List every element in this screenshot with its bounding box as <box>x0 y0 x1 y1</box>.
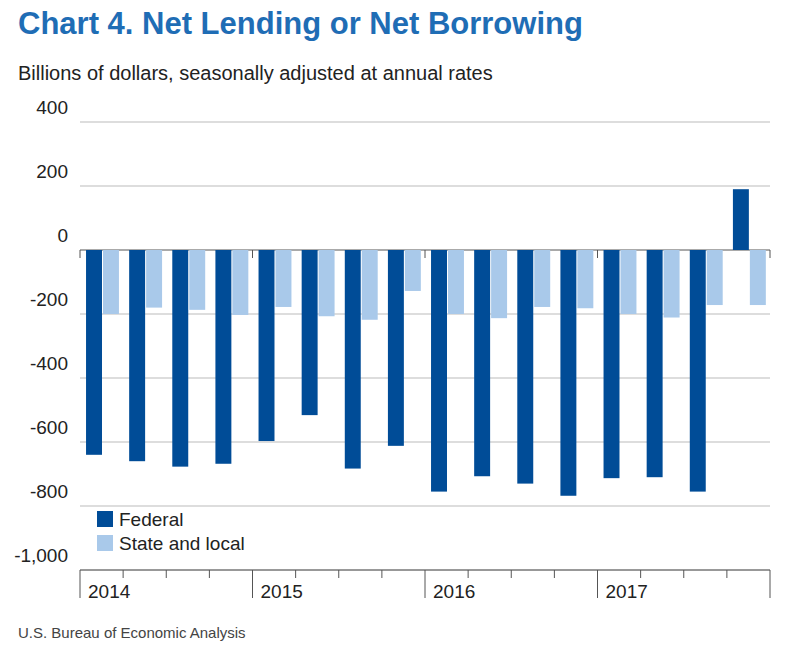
bar <box>448 250 464 314</box>
bar <box>86 250 102 455</box>
bar <box>129 250 145 461</box>
y-tick-label: 200 <box>36 161 68 182</box>
x-tick <box>252 570 253 598</box>
y-tick-label: -400 <box>30 353 68 374</box>
bar <box>259 250 275 441</box>
zero-tick <box>252 250 253 258</box>
zero-tick <box>770 250 771 258</box>
bar <box>189 250 205 310</box>
zero-tick <box>597 250 598 258</box>
bar <box>232 250 248 315</box>
x-tick <box>166 570 167 578</box>
y-tick-label: 0 <box>57 225 68 246</box>
chart: Chart 4. Net Lending or Net Borrowing Bil… <box>0 0 800 651</box>
x-tick <box>338 570 339 578</box>
legend-label: State and local <box>119 533 245 554</box>
x-tick-label: 2016 <box>433 581 475 602</box>
x-tick <box>597 570 598 598</box>
x-tick <box>468 570 469 578</box>
bar <box>362 250 378 320</box>
x-tick <box>683 570 684 578</box>
bar <box>319 250 335 316</box>
bar <box>275 250 291 307</box>
zero-tick <box>425 250 426 258</box>
bar <box>733 189 749 250</box>
bar <box>172 250 188 467</box>
grid-line <box>80 122 770 123</box>
x-tick <box>381 570 382 578</box>
x-tick <box>209 570 210 578</box>
bar <box>215 250 231 464</box>
subtitle: Billions of dollars, seasonally adjusted… <box>18 62 493 84</box>
zero-tick <box>80 250 81 258</box>
bar <box>560 250 576 496</box>
bar <box>604 250 620 478</box>
x-tick <box>554 570 555 578</box>
source: U.S. Bureau of Economic Analysis <box>18 624 246 641</box>
bar <box>620 250 636 314</box>
x-tick-label: 2014 <box>88 581 131 602</box>
bar <box>431 250 447 492</box>
x-tick <box>726 570 727 578</box>
y-tick-label: 400 <box>36 97 68 118</box>
bar <box>491 250 507 318</box>
bar <box>577 250 593 308</box>
y-tick-label: -600 <box>30 417 68 438</box>
bar <box>664 250 680 318</box>
bar <box>302 250 318 415</box>
bar <box>534 250 550 307</box>
y-tick-label: -1,000 <box>14 545 68 566</box>
x-tick <box>295 570 296 578</box>
y-tick-label: -800 <box>30 481 68 502</box>
bar <box>146 250 162 308</box>
title: Chart 4. Net Lending or Net Borrowing <box>18 6 583 41</box>
bar <box>647 250 663 477</box>
bar <box>345 250 361 469</box>
y-tick-label: -200 <box>30 289 68 310</box>
bar <box>517 250 533 484</box>
x-tick <box>425 570 426 598</box>
legend-swatch <box>97 535 113 551</box>
legend-label: Federal <box>119 509 183 530</box>
x-tick <box>80 570 81 598</box>
bar <box>690 250 706 492</box>
bar <box>474 250 490 476</box>
bar <box>405 250 421 291</box>
x-tick <box>511 570 512 578</box>
bar <box>750 250 766 305</box>
grid-line <box>80 186 770 187</box>
x-tick <box>123 570 124 578</box>
bars <box>86 189 766 496</box>
x-tick-label: 2017 <box>606 581 648 602</box>
bar <box>388 250 404 446</box>
bar <box>707 250 723 305</box>
x-tick <box>770 570 771 598</box>
x-tick-label: 2015 <box>261 581 303 602</box>
x-tick <box>640 570 641 578</box>
grid-line <box>80 506 770 507</box>
bar <box>103 250 119 314</box>
legend-swatch <box>97 511 113 527</box>
